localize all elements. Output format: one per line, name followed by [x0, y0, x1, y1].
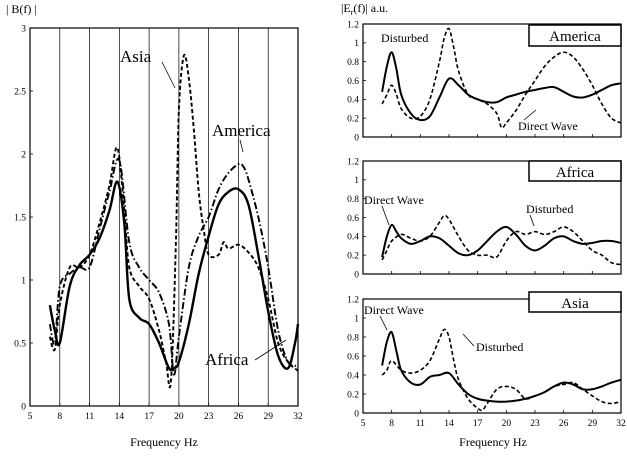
y-tick-label: 1.2 [347, 295, 359, 305]
y-tick-label: 0.6 [347, 214, 359, 224]
panel-asia-disturbed-label: Disturbed [476, 340, 523, 354]
y-tick-label: 0.8 [347, 195, 359, 205]
panel-america-title: America [549, 29, 601, 45]
panel-africa: 0 0.2 0.4 0.6 0.8 1 1.2 Africa Direct Wave Dis… [347, 157, 622, 280]
panel-america-direct-leader [523, 109, 537, 121]
annotation-asia-leader [161, 61, 176, 89]
x-tick-label: 26 [234, 412, 244, 422]
y-tick-label: 2.5 [14, 87, 26, 97]
x-tick-label: 11 [85, 412, 94, 422]
series-line-disturbed [381, 214, 622, 266]
y-tick-label: 0.2 [347, 390, 359, 400]
panel-america-series-lines [381, 27, 622, 129]
y-tick-label: 0.4 [347, 233, 359, 243]
panel-asia-direct-wave-label: Direct Wave [364, 303, 424, 317]
annotation-america-leader [239, 139, 244, 153]
panel-africa-title: Africa [556, 165, 595, 181]
y-tick-label: 0.2 [347, 114, 359, 124]
panel-asia-title: Asia [561, 296, 589, 312]
x-tick-label: 29 [263, 412, 273, 422]
y-tick-label: 0.5 [14, 339, 26, 349]
y-tick-label: 0.2 [347, 251, 359, 261]
x-tick-label: 20 [174, 412, 184, 422]
x-tick-label: 23 [204, 412, 214, 422]
panel-america-direct-wave-label: Direct Wave [518, 119, 578, 133]
panel-asia-title-box [528, 291, 622, 313]
series-line-direct-wave [381, 330, 622, 403]
y-tick-label: 1.5 [14, 213, 26, 223]
series-line-america [48, 157, 299, 376]
y-tick-label: 1 [354, 176, 359, 186]
y-tick-label: 2 [21, 150, 26, 160]
x-tick-label: 23 [530, 419, 540, 429]
x-tick-label: 17 [144, 412, 154, 422]
y-tick-label: 1 [354, 39, 359, 49]
annotation-asia: Asia [120, 47, 152, 66]
y-tick-label: 0 [21, 402, 26, 412]
y-tick-label: 3 [21, 24, 26, 34]
x-tick-label: 32 [616, 419, 626, 429]
x-tick-label: 32 [293, 412, 303, 422]
x-tick-label: 29 [588, 419, 598, 429]
x-tick-label: 26 [559, 419, 569, 429]
y-tick-label: 0 [354, 133, 359, 143]
panel-asia-disturbed-leader [462, 333, 475, 347]
panel-asia: 0 0.2 0.4 0.6 0.8 1 1.2 5 8 11 14 17 20 23 26 29 32 Asia… [347, 291, 626, 429]
panel-asia-tick-labels: 0 0.2 0.4 0.6 0.8 1 1.2 5 8 11 14 17 20 23 26 29 32 [347, 295, 626, 429]
panel-africa-series-lines [381, 214, 622, 266]
series-line-disturbed [381, 328, 622, 412]
panel-africa-tick-labels: 0 0.2 0.4 0.6 0.8 1 1.2 [347, 157, 622, 280]
panel-africa-disturbed-leader [529, 214, 535, 227]
panel-america-tick-labels: 0 0.2 0.4 0.6 0.8 1 1.2 [347, 20, 622, 143]
y-tick-label: 1.2 [347, 157, 359, 167]
panel-asia-series-lines [381, 328, 622, 412]
y-tick-label: 0.8 [347, 58, 359, 68]
x-tick-label: 20 [502, 419, 512, 429]
y-tick-label: 0 [354, 409, 359, 419]
series-line-asia [48, 53, 299, 389]
series-line-disturbed [381, 27, 622, 129]
series-line-direct-wave [381, 223, 622, 258]
panel-africa-direct-leader [381, 205, 390, 226]
right-column: |Er(f)| a.u. 0 0.2 0.4 0.6 0.8 1 1.2 America D… [341, 1, 626, 449]
x-tick-label: 17 [473, 419, 483, 429]
x-tick-label: 8 [57, 412, 62, 422]
right-x-axis-label: Frequency Hz [459, 435, 527, 449]
panel-america: 0 0.2 0.4 0.6 0.8 1 1.2 America Disturbed Dire… [347, 20, 622, 143]
x-tick-label: 14 [115, 412, 125, 422]
panel-america-disturbed-label: Disturbed [381, 31, 428, 45]
x-tick-label: 8 [389, 419, 394, 429]
panel-america-title-box [528, 24, 622, 47]
y-tick-label: 1 [354, 314, 359, 324]
x-tick-label: 5 [28, 412, 33, 422]
x-tick-label: 5 [361, 419, 366, 429]
y-tick-label: 0.6 [347, 77, 359, 87]
left-y-axis-label: | B(f) | [6, 2, 37, 16]
left-chart: | B(f) | 0 0.5 1 1.5 2 2.5 3 5 8 11 14 17 20 23 26 29 32… [6, 2, 303, 449]
y-tick-label: 0.4 [347, 96, 359, 106]
y-tick-label: 0.8 [347, 333, 359, 343]
right-y-axis-label: |Er(f)| a.u. [341, 1, 388, 17]
annotation-africa-leader [254, 339, 287, 361]
left-tick-labels: 0 0.5 1 1.5 2 2.5 3 5 8 11 14 17 20 23 26 29 32 [14, 24, 303, 422]
annotation-africa: Africa [205, 350, 249, 369]
y-tick-label: 0.6 [347, 352, 359, 362]
y-tick-label: 0 [354, 270, 359, 280]
panel-africa-title-box [528, 160, 622, 182]
x-tick-label: 14 [444, 419, 454, 429]
panel-africa-direct-wave-label: Direct Wave [364, 193, 424, 207]
series-line-direct-wave [381, 51, 622, 122]
left-series-lines [48, 53, 300, 389]
left-x-axis-label: Frequency Hz [130, 435, 198, 449]
x-tick-label: 11 [416, 419, 425, 429]
annotation-america: America [212, 121, 271, 140]
y-tick-label: 1 [21, 276, 26, 286]
panel-asia-direct-leader [379, 315, 388, 331]
panel-africa-disturbed-label: Disturbed [526, 202, 573, 216]
y-tick-label: 0.4 [347, 371, 359, 381]
y-tick-label: 1.2 [347, 20, 359, 30]
